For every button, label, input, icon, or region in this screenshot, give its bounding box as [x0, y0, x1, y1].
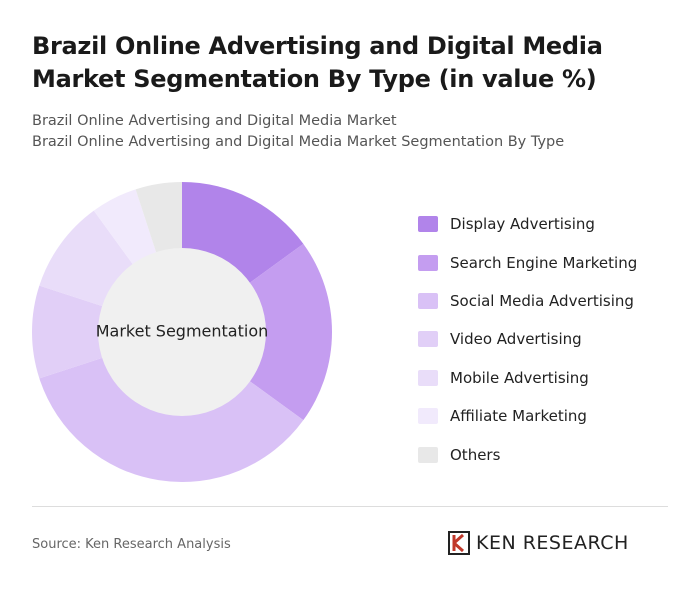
legend-item: Others: [418, 435, 637, 473]
legend-label: Video Advertising: [450, 330, 582, 349]
legend-swatch: [418, 292, 438, 309]
legend-label: Search Engine Marketing: [450, 253, 638, 272]
legend-swatch: [418, 369, 438, 386]
divider: [32, 506, 668, 507]
legend-item: Display Advertising: [418, 205, 637, 243]
logo: KEN RESEARCH: [448, 531, 629, 555]
legend-label: Mobile Advertising: [450, 368, 589, 387]
legend-label: Social Media Advertising: [450, 291, 634, 310]
logo-text: KEN RESEARCH: [476, 532, 629, 554]
legend-item: Mobile Advertising: [418, 359, 637, 397]
subtitle: Brazil Online Advertising and Digital Me…: [32, 113, 397, 129]
legend-swatch: [418, 408, 438, 425]
donut-chart: Market Segmentation: [32, 182, 332, 482]
legend-swatch: [418, 254, 438, 271]
center-label: Market Segmentation: [96, 322, 269, 341]
legend-item: Search Engine Marketing: [418, 243, 637, 281]
legend: Display Advertising Search Engine Marketi…: [418, 205, 637, 474]
subtitle: Brazil Online Advertising and Digital Me…: [32, 134, 565, 150]
legend-item: Affiliate Marketing: [418, 397, 637, 435]
chart-title: Brazil Online Advertising and Digital Me…: [32, 32, 603, 93]
legend-label: Others: [450, 445, 501, 464]
legend-label: Affiliate Marketing: [450, 407, 587, 426]
legend-swatch: [418, 446, 438, 463]
source: Source: Ken Research Analysis: [32, 537, 231, 552]
legend-swatch: [418, 216, 438, 233]
legend-swatch: [418, 331, 438, 348]
donut-hole: [98, 248, 266, 416]
legend-item: Social Media Advertising: [418, 282, 637, 320]
legend-label: Display Advertising: [450, 215, 595, 234]
legend-item: Video Advertising: [418, 320, 637, 358]
logo-icon: [448, 531, 470, 555]
